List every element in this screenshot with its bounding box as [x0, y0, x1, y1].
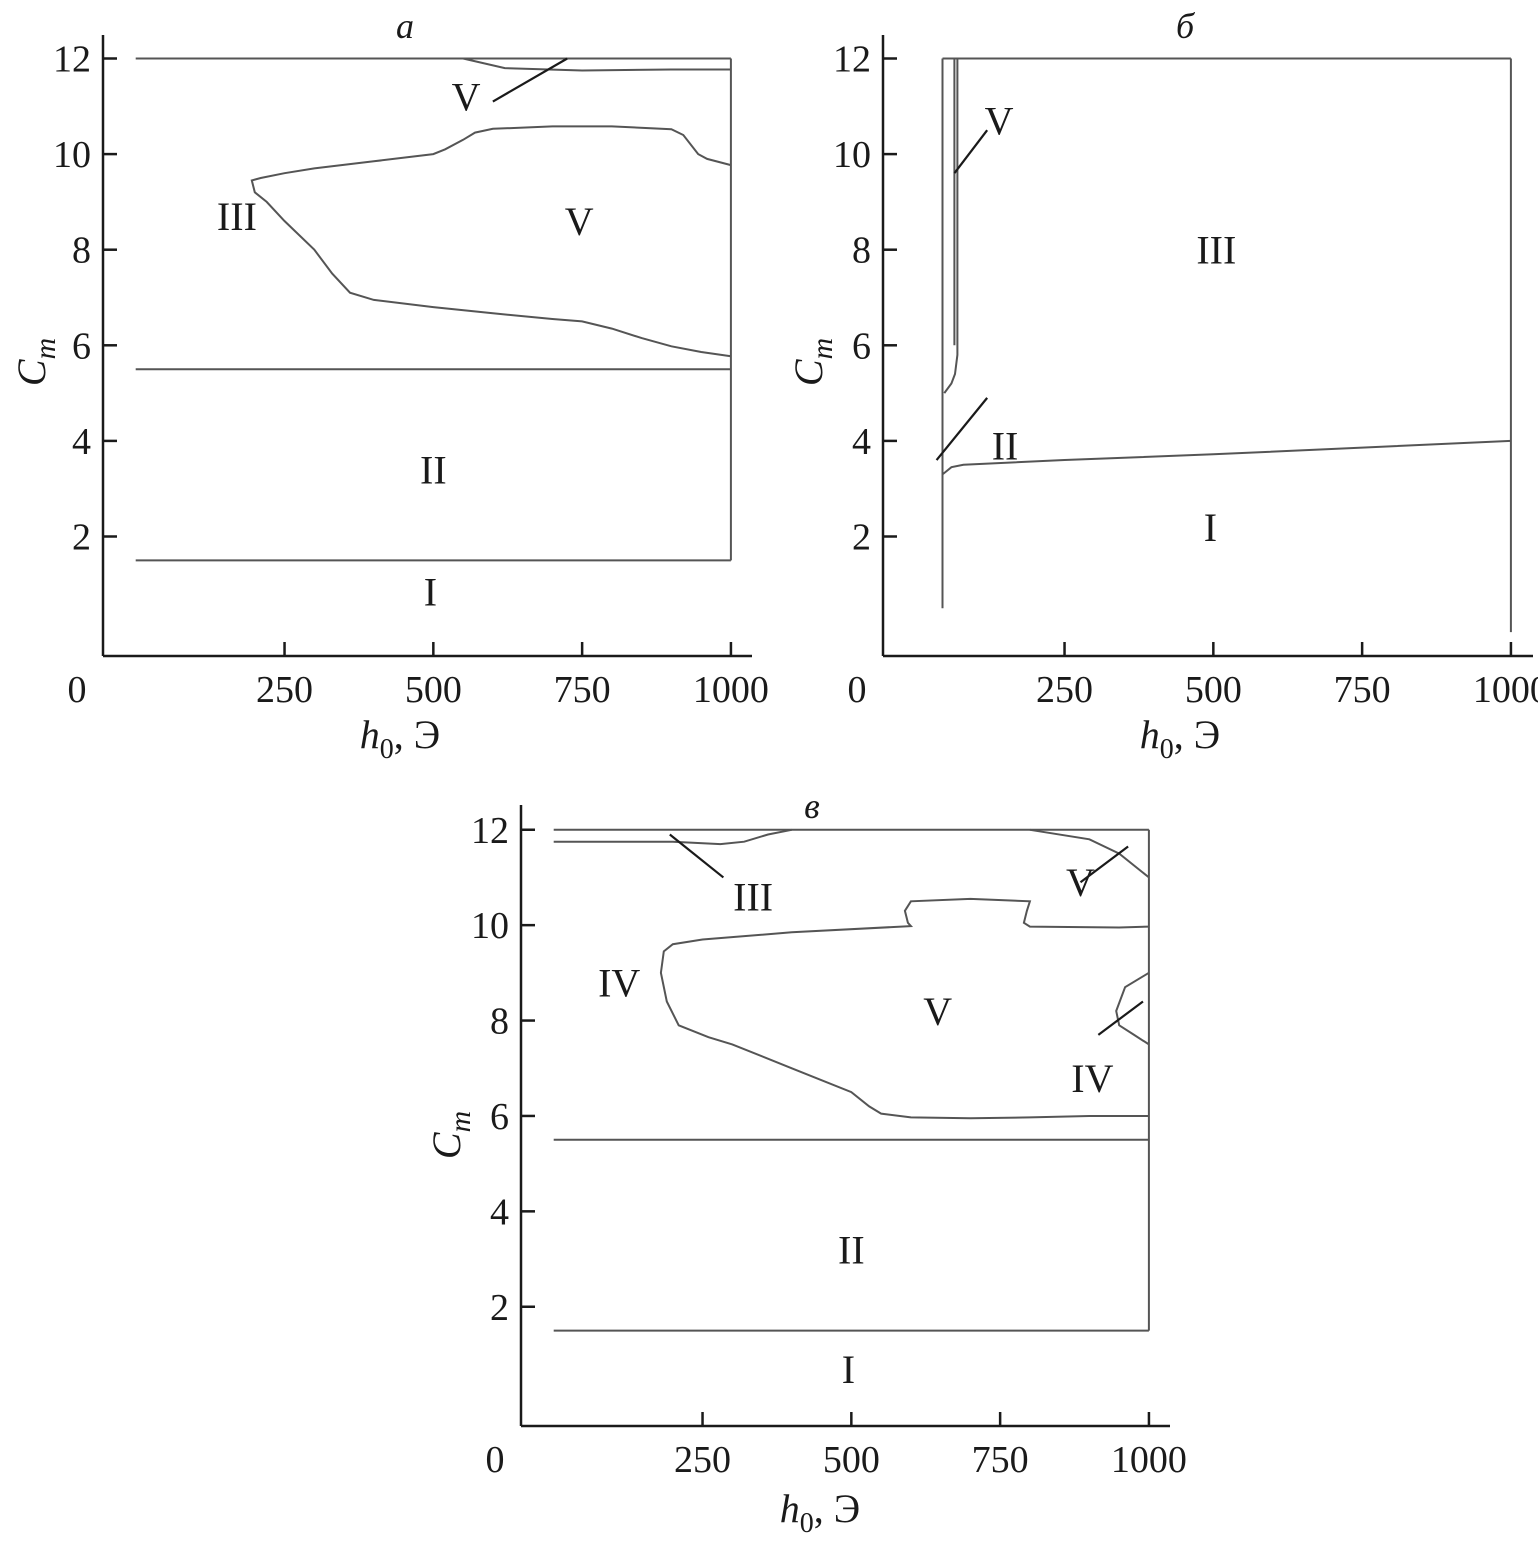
region-label: III [1196, 228, 1236, 273]
y-tick-label: 2 [490, 1287, 509, 1329]
region-label: II [838, 1228, 865, 1273]
panel-title: в [804, 786, 820, 826]
y-tick-label: 2 [852, 517, 871, 559]
phase-boundary-5 [659, 897, 1149, 1120]
y-tick-label: 12 [471, 810, 509, 852]
region-label: IV [598, 960, 640, 1005]
x-axis-title: h0, Э [780, 1486, 860, 1539]
region-label: IV [1071, 1056, 1113, 1101]
label-leader-line [1079, 845, 1129, 884]
label-leader-line [492, 57, 568, 103]
label-leader-line [935, 397, 989, 461]
x-tick-label: 0 [68, 669, 87, 711]
y-tick-label: 8 [490, 1001, 509, 1043]
label-leader-line [953, 129, 989, 174]
x-tick-label: 1000 [693, 669, 769, 711]
phase-boundary-4 [1029, 828, 1150, 879]
x-tick-label: 750 [554, 669, 611, 711]
region-label: I [1204, 505, 1217, 550]
x-tick-label: 0 [848, 669, 867, 711]
label-leader-line [669, 833, 725, 879]
y-tick-label: 6 [72, 325, 91, 367]
x-tick-label: 500 [405, 669, 462, 711]
x-axis-title: h0, Э [1140, 712, 1220, 765]
y-tick-label: 2 [72, 517, 91, 559]
panel-title: а [396, 6, 414, 46]
x-tick-label: 500 [823, 1439, 880, 1481]
y-tick-label: 12 [833, 39, 871, 81]
y-tick-label: 6 [852, 325, 871, 367]
region-label: II [992, 424, 1019, 469]
region-label: V [923, 989, 952, 1034]
y-axis-title: Cm [786, 338, 839, 386]
phase-boundary-3 [462, 57, 731, 72]
phase-boundary-3 [553, 828, 792, 846]
region-label: I [842, 1347, 855, 1392]
x-tick-label: 750 [1334, 669, 1391, 711]
y-tick-label: 10 [471, 905, 509, 947]
y-tick-label: 8 [72, 230, 91, 272]
y-axis-title: Cm [424, 1111, 477, 1159]
x-tick-label: 250 [674, 1439, 731, 1481]
x-tick-label: 1000 [1111, 1439, 1187, 1481]
y-tick-label: 4 [852, 421, 871, 463]
region-label: III [217, 194, 257, 239]
panel-title: б [1176, 6, 1196, 46]
y-tick-label: 10 [53, 134, 91, 176]
phase-boundary-6 [1115, 971, 1150, 1046]
label-leader-line [1097, 1000, 1144, 1036]
region-label: V [985, 99, 1014, 144]
region-label: II [420, 448, 447, 493]
region-label: III [733, 875, 773, 920]
region-label: I [424, 569, 437, 614]
x-tick-label: 750 [972, 1439, 1029, 1481]
x-tick-label: 1000 [1473, 669, 1538, 711]
y-tick-label: 8 [852, 230, 871, 272]
y-tick-label: 4 [72, 421, 91, 463]
y-tick-label: 6 [490, 1096, 509, 1138]
y-axis-title: Cm [9, 338, 62, 386]
x-tick-label: 500 [1185, 669, 1242, 711]
x-axis-title: h0, Э [360, 712, 440, 765]
y-tick-label: 10 [833, 134, 871, 176]
x-tick-label: 0 [486, 1439, 505, 1481]
phase-boundary-4 [943, 58, 959, 394]
region-label: V [452, 75, 481, 120]
y-tick-label: 4 [490, 1191, 509, 1233]
x-tick-label: 250 [256, 669, 313, 711]
phase-boundary-6 [941, 439, 1511, 476]
region-label: V [565, 199, 594, 244]
y-tick-label: 12 [53, 39, 91, 81]
x-tick-label: 250 [1036, 669, 1093, 711]
phase-boundary-4 [250, 125, 732, 358]
region-label: V [1066, 860, 1095, 905]
